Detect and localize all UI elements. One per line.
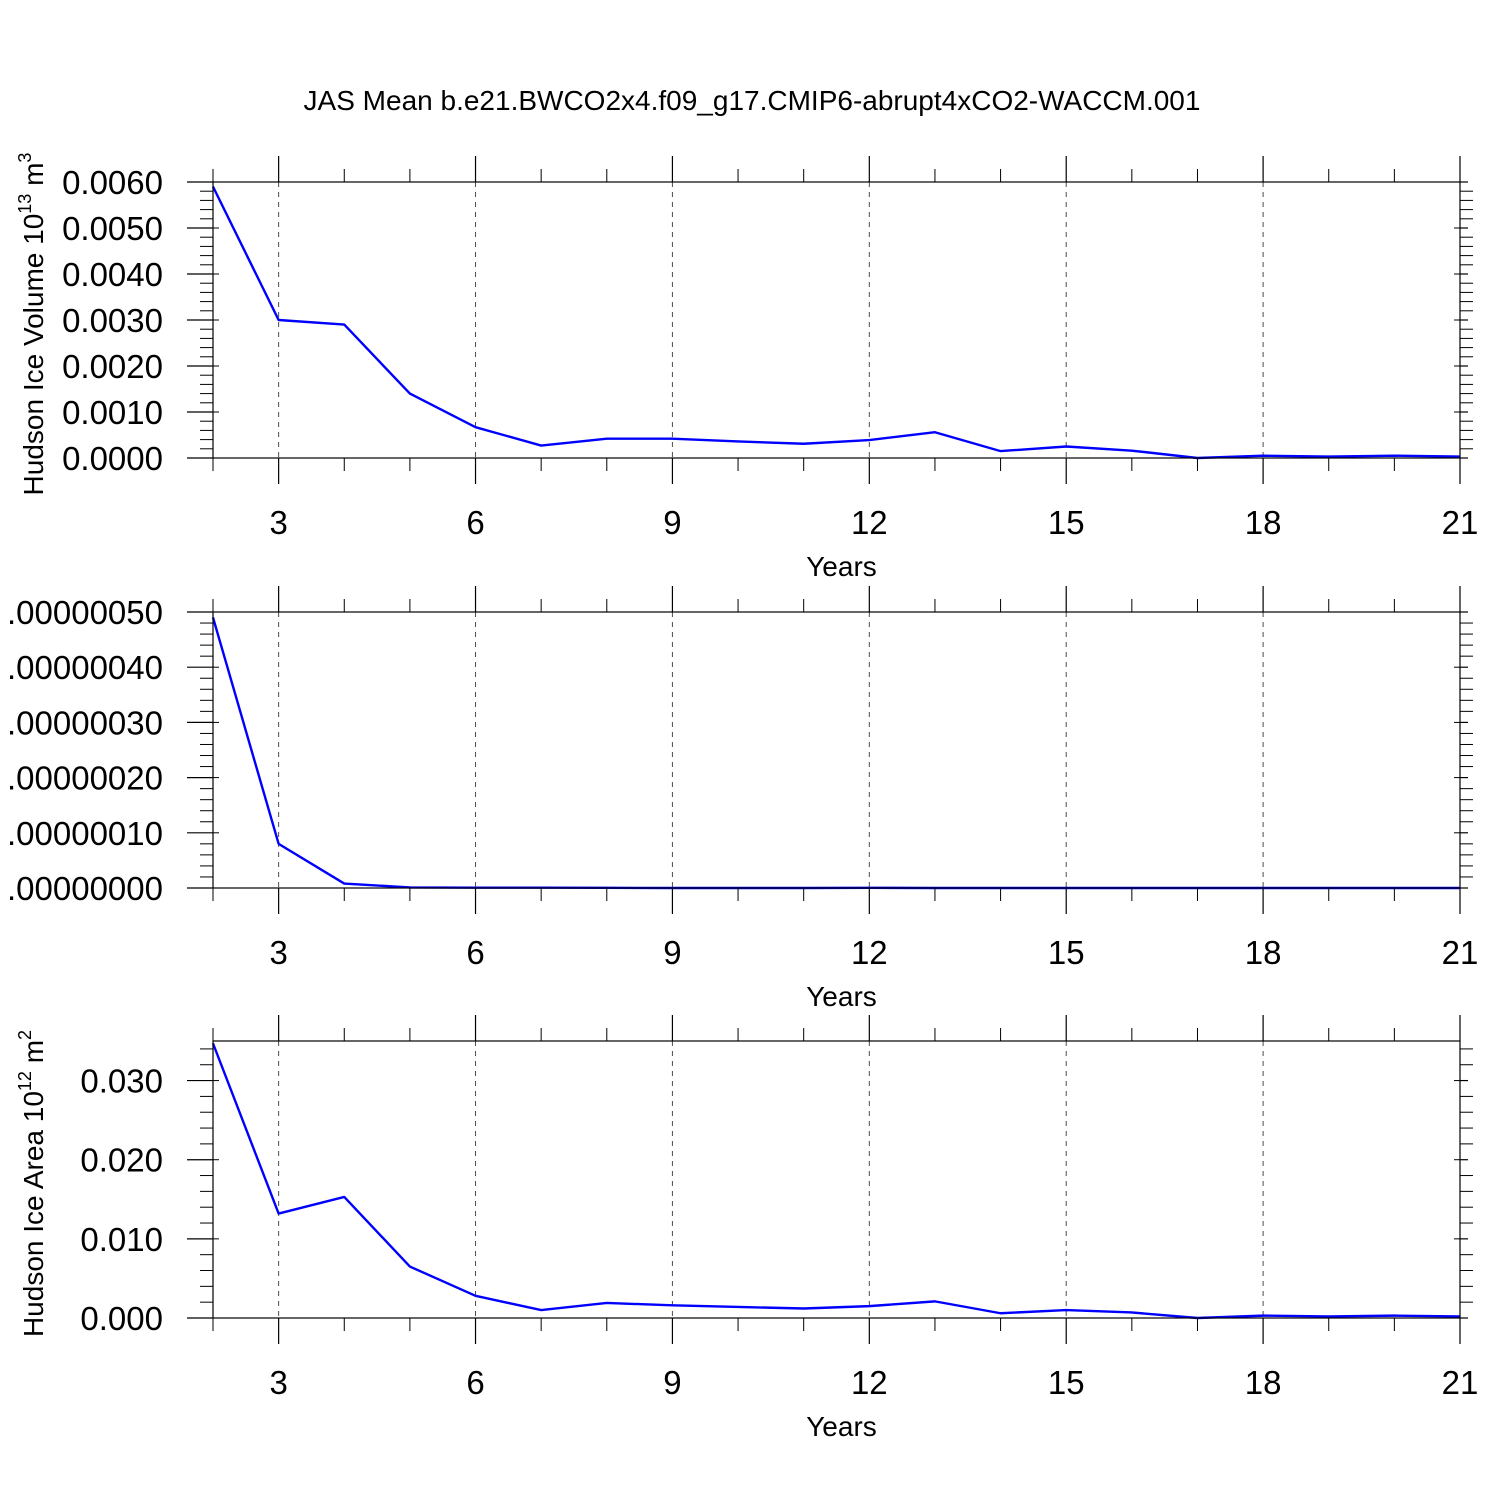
- data-point: [999, 1312, 1002, 1315]
- x-axis-title: Years: [806, 551, 877, 582]
- x-tick-label: 6: [466, 1364, 484, 1401]
- data-point: [277, 842, 280, 845]
- x-tick-label: 21: [1442, 504, 1479, 541]
- y-tick-label: 0.0010: [62, 394, 163, 431]
- data-point: [343, 323, 346, 326]
- plot-frame: [212, 1040, 1461, 1319]
- plot-frame: [212, 611, 1461, 889]
- data-point: [802, 442, 805, 445]
- data-point: [540, 444, 543, 447]
- x-tick-label: 3: [269, 1364, 287, 1401]
- data-point: [474, 1294, 477, 1297]
- y-tick-label: 0.0050: [62, 210, 163, 247]
- data-point: [277, 319, 280, 322]
- x-tick-label: 6: [466, 934, 484, 971]
- y-axis-title: Hudson Ice Volume 1013 m3: [15, 153, 49, 496]
- x-tick-label: 3: [269, 934, 287, 971]
- y-tick-label: .00000040: [7, 649, 163, 686]
- y-tick-label: .00000010: [7, 815, 163, 852]
- series-line: [211, 617, 1460, 890]
- data-point: [343, 882, 346, 885]
- data-point: [408, 392, 411, 395]
- y-axis-title: Hudson Ice Area 1012 m2: [15, 1030, 49, 1337]
- data-point: [343, 1195, 346, 1198]
- data-point: [605, 437, 608, 440]
- y-tick-label: 0.0040: [62, 256, 163, 293]
- x-tick-label: 6: [466, 504, 484, 541]
- plot-frame: [212, 181, 1461, 459]
- x-axis-title: Years: [806, 1411, 877, 1442]
- data-point: [802, 1307, 805, 1310]
- x-tick-label: 21: [1442, 934, 1479, 971]
- panels: 3 6 9 12 15 18 21 Years 0.0000 0.0010 0.0020 0.0030…: [7, 153, 1478, 1442]
- chart-panel-2: 3 6 9 12 15 18 21 Years .00000000 .00000010 .00000…: [7, 586, 1478, 1012]
- data-point: [1393, 454, 1396, 457]
- y-tick-label: 0.010: [80, 1221, 163, 1258]
- data-point: [671, 1304, 674, 1307]
- data-point: [868, 439, 871, 442]
- data-point: [868, 1305, 871, 1308]
- data-point: [540, 1309, 543, 1312]
- y-tick-label: .00000030: [7, 704, 163, 741]
- data-point: [408, 1265, 411, 1268]
- x-tick-label: 3: [269, 504, 287, 541]
- data-point: [737, 1305, 740, 1308]
- y-tick-label: 0.030: [80, 1063, 163, 1100]
- y-tick-label: .00000020: [7, 760, 163, 797]
- chart-panel-1: 3 6 9 12 15 18 21 Years 0.0000 0.0010 0.0020 0.0030…: [15, 153, 1478, 582]
- data-point: [933, 431, 936, 434]
- x-tick-label: 9: [663, 1364, 681, 1401]
- chart-title: JAS Mean b.e21.BWCO2x4.f09_g17.CMIP6-abr…: [304, 85, 1201, 116]
- x-tick-label: 18: [1245, 934, 1282, 971]
- x-tick-label: 21: [1442, 1364, 1479, 1401]
- x-axis-title: Years: [806, 981, 877, 1012]
- series-line: [211, 1042, 1461, 1320]
- x-tick-label: 12: [851, 934, 888, 971]
- x-tick-label: 9: [663, 504, 681, 541]
- y-tick-label: 0.0020: [62, 348, 163, 385]
- x-tick-label: 18: [1245, 504, 1282, 541]
- data-point: [999, 450, 1002, 453]
- x-tick-label: 15: [1048, 934, 1085, 971]
- y-tick-label: 0.0060: [62, 164, 163, 201]
- data-point: [1262, 454, 1265, 457]
- data-point: [737, 440, 740, 443]
- y-tick-label: .00000000: [7, 870, 163, 907]
- data-point: [1130, 449, 1133, 452]
- x-tick-label: 15: [1048, 1364, 1085, 1401]
- chart-panel-3: 3 6 9 12 15 18 21 Years 0.000 0.010 0.020 0.030 Huds…: [15, 1015, 1478, 1442]
- data-point: [1393, 1314, 1396, 1317]
- x-tick-label: 12: [851, 1364, 888, 1401]
- data-point: [671, 437, 674, 440]
- data-point: [1065, 445, 1068, 448]
- data-point: [605, 1301, 608, 1304]
- y-tick-label: .00000050: [7, 594, 163, 631]
- y-tick-label: 0.000: [80, 1300, 163, 1337]
- data-point: [474, 426, 477, 429]
- y-tick-label: 0.020: [80, 1142, 163, 1179]
- data-point: [1262, 1314, 1265, 1317]
- x-tick-label: 12: [851, 504, 888, 541]
- x-tick-label: 18: [1245, 1364, 1282, 1401]
- y-tick-label: 0.0000: [62, 440, 163, 477]
- x-tick-label: 15: [1048, 504, 1085, 541]
- series-line: [211, 186, 1461, 460]
- data-point: [933, 1300, 936, 1303]
- data-point: [1065, 1309, 1068, 1312]
- data-point: [1130, 1311, 1133, 1314]
- data-point: [277, 1212, 280, 1215]
- x-tick-label: 9: [663, 934, 681, 971]
- y-tick-label: 0.0030: [62, 302, 163, 339]
